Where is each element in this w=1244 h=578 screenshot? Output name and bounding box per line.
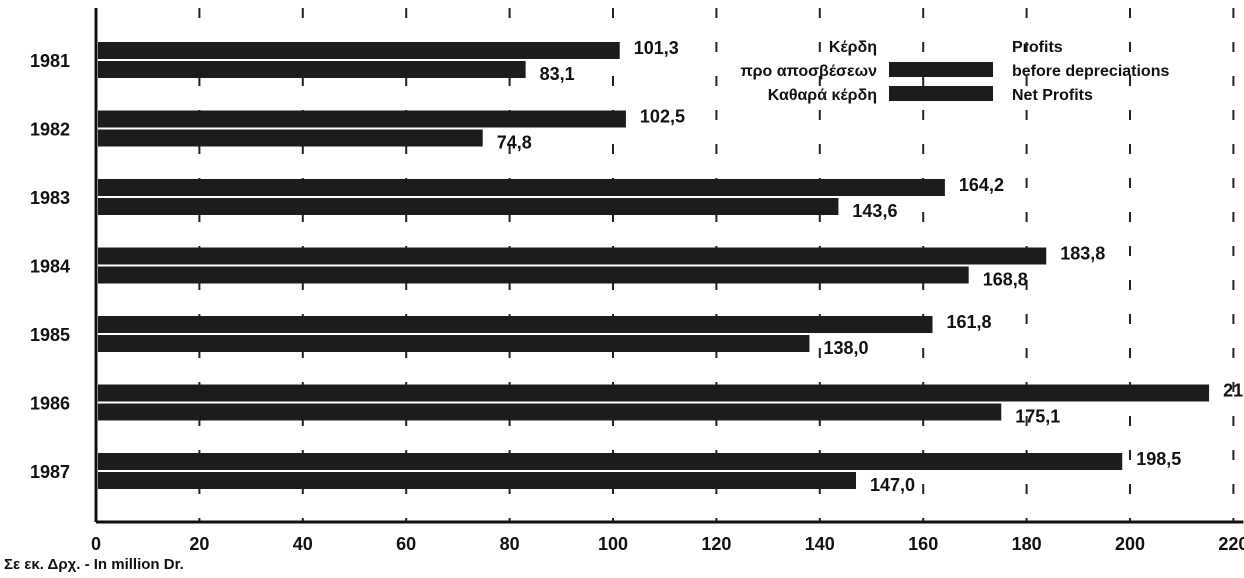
legend-swatch-net-profits (889, 86, 993, 101)
legend-label-greek: Κέρδη (829, 39, 877, 56)
x-tick-label: 200 (1115, 534, 1145, 554)
bar-net-profits (98, 266, 969, 284)
value-label: 101,3 (634, 38, 679, 58)
legend-label-english: Net Profits (1012, 87, 1093, 104)
value-label: 175,1 (1015, 407, 1060, 427)
legend-swatch-profits (889, 62, 993, 77)
value-label: 198,5 (1136, 449, 1181, 469)
x-tick-label: 160 (908, 534, 938, 554)
x-tick-label: 120 (701, 534, 731, 554)
value-label: 183,8 (1060, 244, 1105, 264)
labels: 0 20 40 60 80 100 120 140 160 180 200 220 1981 101,3 8… (30, 38, 1244, 554)
value-label: 102,5 (640, 107, 685, 127)
bar-profits (98, 110, 626, 128)
value-label: 74,8 (497, 133, 532, 153)
bar-profits (98, 42, 620, 59)
value-label: 161,8 (947, 312, 992, 332)
value-label: 143,6 (852, 201, 897, 221)
legend-label-english: before depreciations (1012, 63, 1169, 80)
bar-net-profits (98, 335, 810, 352)
legend-label-english: Profits (1012, 39, 1063, 56)
x-tick-label: 60 (396, 534, 416, 554)
value-label: 168,8 (983, 270, 1028, 290)
x-tick-label: 80 (500, 534, 520, 554)
grid-lines (94, 8, 1244, 524)
x-tick-label: 140 (805, 534, 835, 554)
value-label: 138,0 (823, 338, 868, 358)
value-label: 215,3 (1223, 381, 1244, 401)
bar-net-profits (98, 403, 1002, 421)
x-tick-label: 220 (1218, 534, 1244, 554)
legend: Κέρδη προ αποσβέσεων Καθαρά κέρδη Profits be… (740, 39, 1169, 104)
bar-net-profits (98, 472, 856, 489)
category-label: 1982 (30, 120, 70, 140)
bar-profits (98, 453, 1123, 470)
bar-net-profits (98, 198, 839, 215)
legend-label-greek: προ αποσβέσεων (740, 63, 877, 80)
category-label: 1986 (30, 394, 70, 414)
category-label: 1987 (30, 462, 70, 482)
bar-net-profits (98, 129, 483, 147)
bar-net-profits (98, 61, 526, 78)
category-label: 1985 (30, 325, 70, 345)
x-tick-label: 180 (1012, 534, 1042, 554)
x-tick-label: 100 (598, 534, 628, 554)
bar-profits (98, 247, 1047, 265)
value-label: 147,0 (870, 475, 915, 495)
category-label: 1981 (30, 51, 70, 71)
legend-label-greek: Καθαρά κέρδη (768, 87, 877, 104)
x-tick-label: 40 (293, 534, 313, 554)
bar-profits (98, 316, 933, 333)
x-tick-label: 0 (91, 534, 101, 554)
x-tick-label: 20 (189, 534, 209, 554)
bar-profits (98, 179, 945, 196)
bar-profits (98, 384, 1210, 402)
category-label: 1983 (30, 188, 70, 208)
category-label: 1984 (30, 257, 70, 277)
value-label: 83,1 (540, 64, 575, 84)
value-label: 164,2 (959, 175, 1004, 195)
bars (98, 42, 1210, 489)
unit-label: Σε εκ. Δρχ. - In million Dr. (4, 556, 184, 573)
